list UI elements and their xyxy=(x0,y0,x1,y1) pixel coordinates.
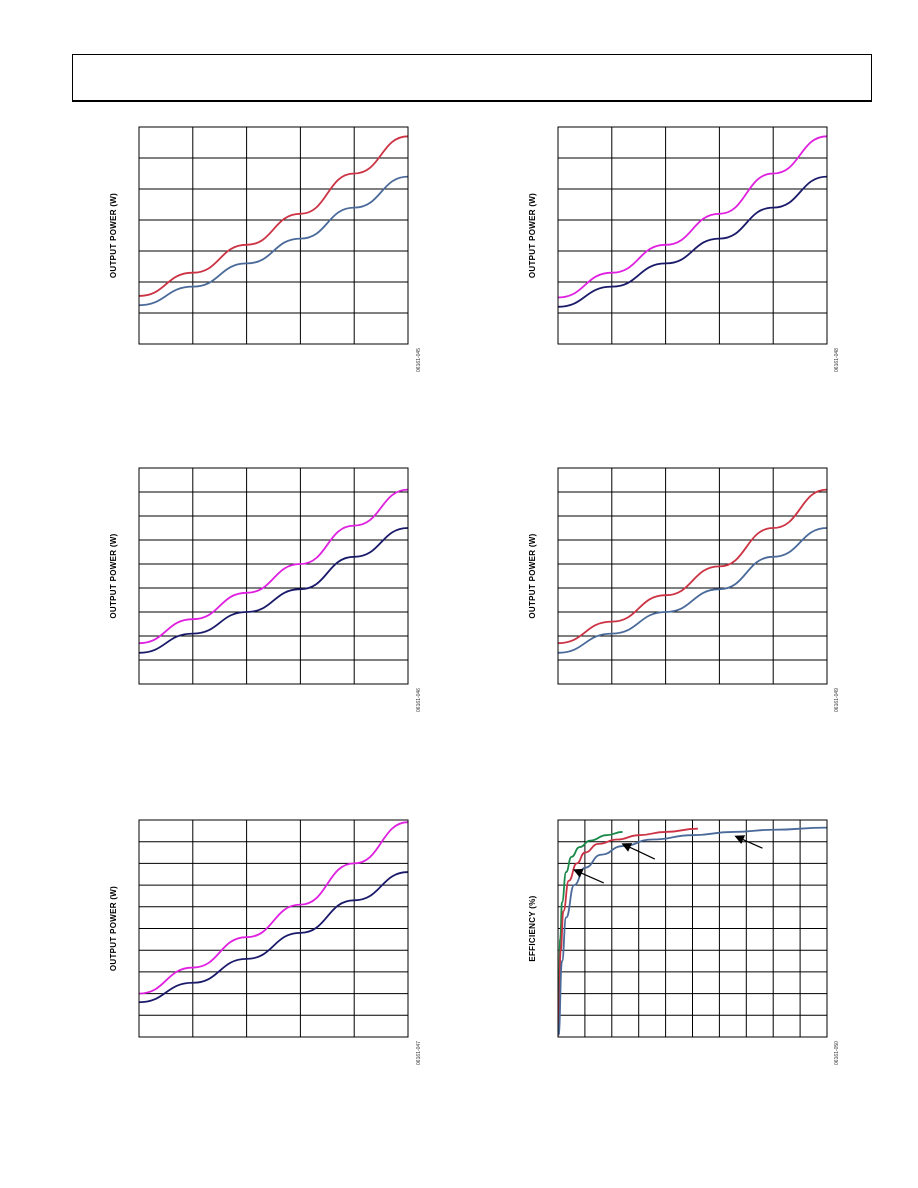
annotation-arrow-2 xyxy=(621,843,656,860)
plot-frame xyxy=(138,467,409,685)
series-line-1 xyxy=(138,821,409,995)
grid xyxy=(139,820,408,1037)
y-axis-label: EFFICIENCY (%) xyxy=(528,895,537,961)
y-axis-label: OUTPUT POWER (W) xyxy=(109,533,118,618)
page-header-frame xyxy=(72,54,872,102)
grid xyxy=(139,468,408,684)
series-line-2 xyxy=(138,175,409,307)
chart-6: EFFICIENCY (%) 06161-050 xyxy=(528,819,840,1065)
plot-frame xyxy=(138,126,409,345)
series-line-2 xyxy=(557,175,828,308)
series-line-1 xyxy=(557,488,828,645)
series-line-1 xyxy=(557,831,623,1034)
chart-1: OUTPUT POWER (W) 06161-045 xyxy=(109,126,422,372)
annotation-arrow-1 xyxy=(573,868,604,884)
annotation-arrow-3 xyxy=(734,835,763,849)
grid xyxy=(558,127,827,344)
figure-id: 06161-050 xyxy=(834,1041,840,1065)
figure-id: 06161-048 xyxy=(834,348,840,372)
chart-4: OUTPUT POWER (W) 06161-049 xyxy=(528,467,840,712)
series-line-1 xyxy=(557,135,828,299)
chart-5: OUTPUT POWER (W) 06161-047 xyxy=(109,819,422,1065)
grid xyxy=(558,820,827,1037)
series-line-3 xyxy=(557,826,828,1036)
grid xyxy=(139,127,408,344)
plot-frame xyxy=(557,467,828,685)
figure-id: 06161-046 xyxy=(416,688,422,712)
series-line-1 xyxy=(138,135,409,297)
chart-3: OUTPUT POWER (W) 06161-046 xyxy=(109,467,422,712)
series-line-2 xyxy=(557,827,698,1036)
plot-frame xyxy=(557,819,828,1038)
figure-id: 06161-047 xyxy=(416,1041,422,1065)
chart-2: OUTPUT POWER (W) 06161-048 xyxy=(528,126,840,372)
y-axis-label: OUTPUT POWER (W) xyxy=(528,193,537,278)
plot-frame xyxy=(138,819,409,1038)
series-line-1 xyxy=(138,488,409,645)
series-line-2 xyxy=(138,871,409,1004)
figure-id: 06161-045 xyxy=(416,348,422,372)
figure-id: 06161-049 xyxy=(834,688,840,712)
y-axis-label: OUTPUT POWER (W) xyxy=(528,533,537,618)
y-axis-label: OUTPUT POWER (W) xyxy=(109,193,118,278)
grid xyxy=(558,468,827,684)
series-line-2 xyxy=(138,527,409,654)
plot-frame xyxy=(557,126,828,345)
series-line-2 xyxy=(557,527,828,654)
y-axis-label: OUTPUT POWER (W) xyxy=(109,886,118,971)
